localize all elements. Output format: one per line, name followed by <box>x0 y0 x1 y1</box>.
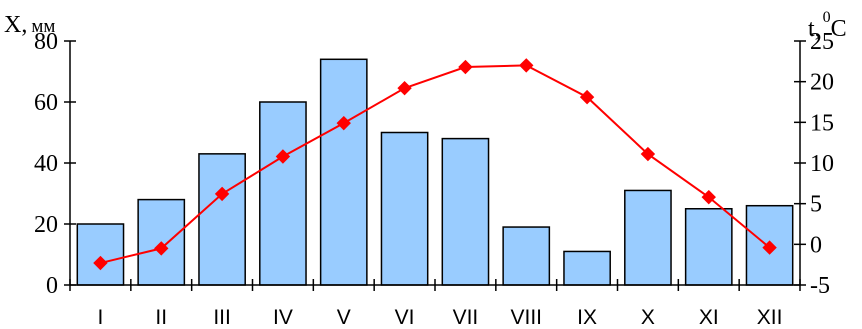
bar-XI <box>684 208 733 286</box>
category-label: XI <box>699 306 719 329</box>
right-tick-label: 10 <box>810 151 834 177</box>
left-axis-title: X, мм <box>4 12 55 38</box>
right-axis-title: t, 0C <box>808 9 847 42</box>
left-ticks-group: 0 20 40 60 80 <box>34 29 76 299</box>
temperature-marker-III <box>214 186 230 202</box>
bar-IX <box>563 250 611 286</box>
category-label: II <box>155 306 167 329</box>
temperature-marker-IX <box>579 89 595 105</box>
right-axis-title-main: t, <box>808 16 821 42</box>
bar-VII <box>441 137 490 286</box>
temperature-marker-II <box>154 241 169 256</box>
category-label: VIII <box>510 306 542 329</box>
category-label: III <box>213 306 231 329</box>
left-tick-label: 20 <box>34 212 58 238</box>
category-label: XII <box>757 306 783 329</box>
temperature-marker-VIII <box>519 58 534 73</box>
category-label: I <box>97 306 103 329</box>
left-tick-label: 80 <box>34 29 58 55</box>
bar-IV <box>259 101 307 286</box>
bar-I <box>76 223 125 286</box>
temperature-marker-XI <box>701 189 716 205</box>
right-tick-label: 25 <box>810 29 834 55</box>
temperature-line-group <box>93 58 777 271</box>
left-tick-label: 60 <box>34 90 58 116</box>
left-tick-label: 0 <box>46 273 58 299</box>
x-ticks-group: I II III IV V VI VII VIII IX X XI XII <box>69 279 801 329</box>
right-ticks-group: -5 0 5 10 15 20 25 <box>794 29 834 299</box>
bars-group <box>76 58 794 286</box>
temperature-marker-I <box>93 255 108 271</box>
right-axis-title-degree: 0 <box>823 9 831 26</box>
bar-V <box>319 58 368 286</box>
temperature-marker-IV <box>275 149 291 164</box>
right-tick-label: 0 <box>810 232 822 258</box>
bar-X <box>624 189 672 286</box>
right-tick-label: -5 <box>810 273 830 299</box>
temperature-line <box>100 64 771 265</box>
right-tick-label: 15 <box>810 110 834 136</box>
right-tick-label: 5 <box>810 192 822 218</box>
temperature-marker-VII <box>458 59 473 75</box>
category-label: VII <box>453 306 479 329</box>
right-axis-title-unit: C <box>831 16 847 42</box>
category-label: X <box>641 306 655 329</box>
category-label: VI <box>395 306 415 329</box>
temperature-marker-X <box>640 146 656 162</box>
bar-III <box>198 153 246 286</box>
left-axis-title-unit: мм <box>31 16 55 37</box>
temperature-marker-VI <box>397 80 412 96</box>
left-axis-title-main: X, <box>4 12 27 38</box>
category-label: IV <box>273 306 293 329</box>
category-label: V <box>337 306 351 329</box>
temperature-marker-V <box>336 115 351 131</box>
right-tick-label: 20 <box>810 70 834 96</box>
bar-VI <box>380 131 429 286</box>
left-tick-label: 40 <box>34 151 58 177</box>
temperature-marker-XII <box>762 240 777 255</box>
bar-VIII <box>502 226 551 286</box>
category-label: IX <box>577 306 597 329</box>
